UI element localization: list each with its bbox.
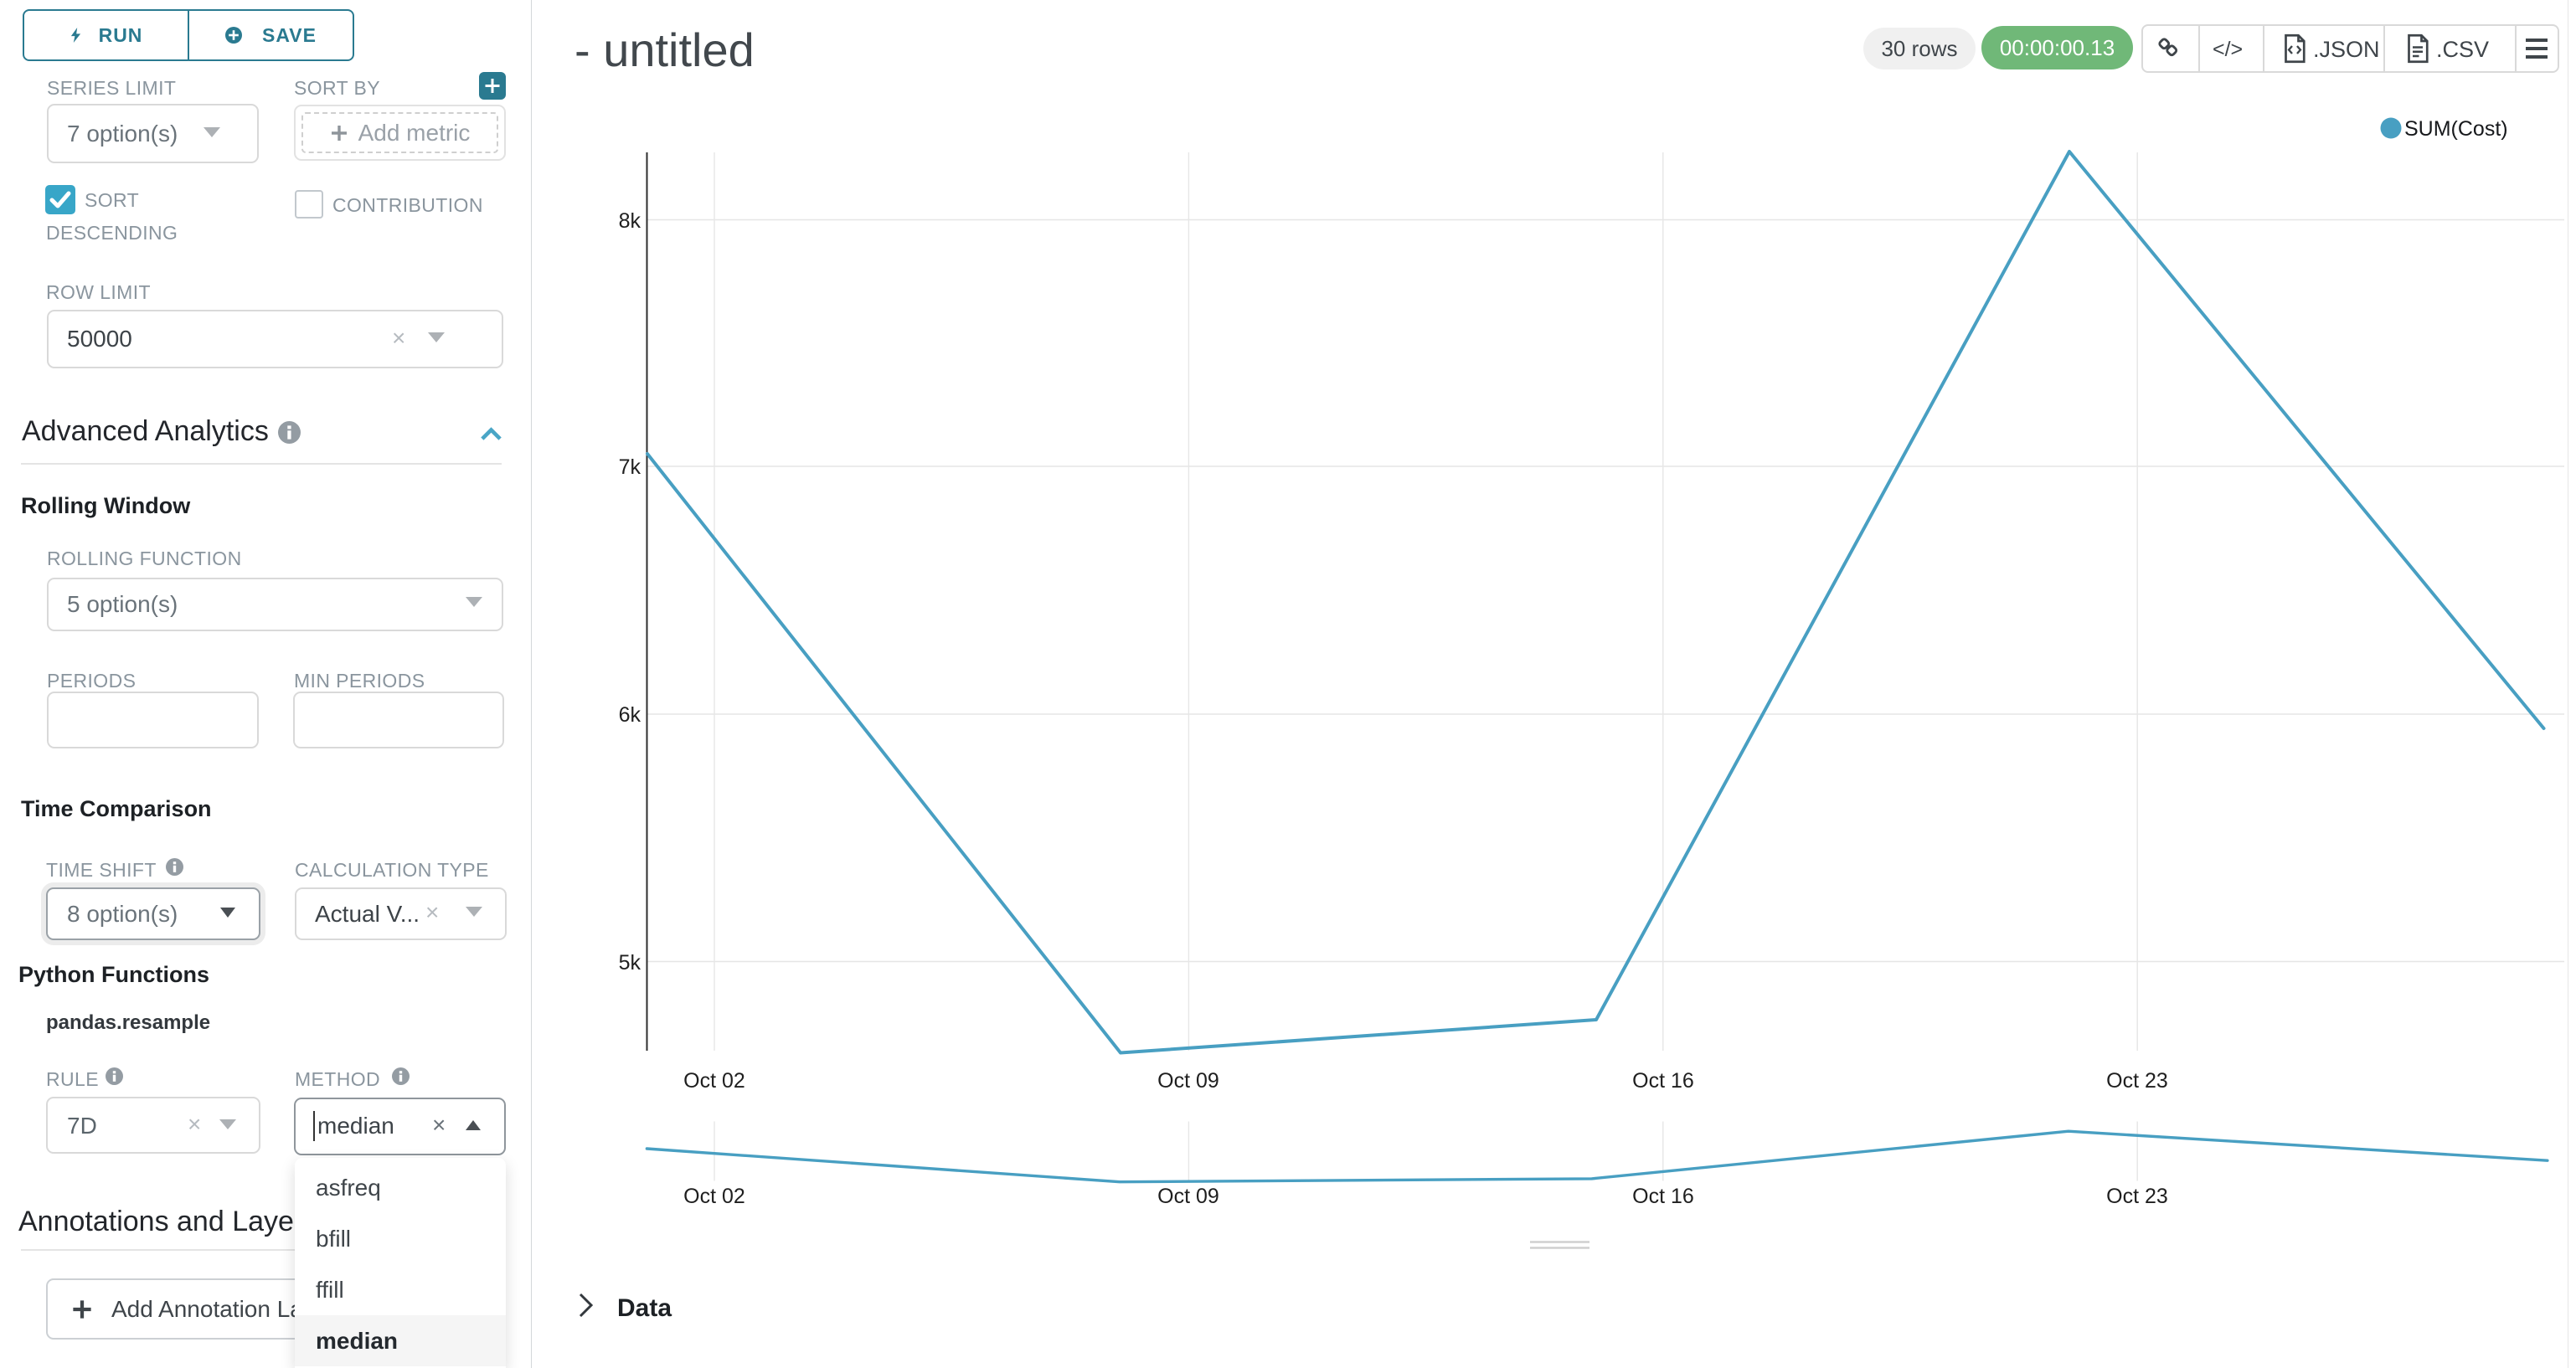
- svg-text:Data: Data: [617, 1294, 672, 1322]
- svg-text:SUM(Cost): SUM(Cost): [2404, 117, 2508, 141]
- svg-text:Oct 16: Oct 16: [1632, 1185, 1694, 1208]
- svg-text:Oct 16: Oct 16: [1632, 1069, 1694, 1093]
- svg-text:Oct 09: Oct 09: [1157, 1069, 1219, 1093]
- svg-text:Oct 23: Oct 23: [2106, 1069, 2168, 1093]
- svg-text:Oct 23: Oct 23: [2106, 1185, 2168, 1208]
- svg-text:Oct 02: Oct 02: [683, 1185, 745, 1208]
- svg-text:Oct 09: Oct 09: [1157, 1185, 1219, 1208]
- svg-text:8k: 8k: [619, 209, 641, 233]
- svg-text:5k: 5k: [619, 951, 641, 975]
- svg-text:7k: 7k: [619, 455, 641, 479]
- svg-text:6k: 6k: [619, 703, 641, 727]
- svg-text:Oct 02: Oct 02: [683, 1069, 745, 1093]
